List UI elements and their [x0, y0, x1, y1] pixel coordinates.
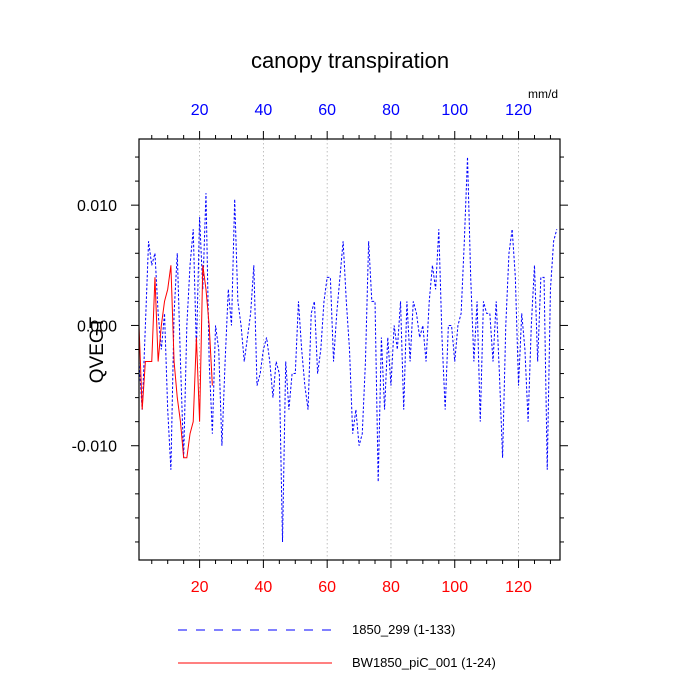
- series-layer: [139, 157, 558, 542]
- x-tick-label-bottom: 60: [318, 579, 336, 596]
- units-label: mm/d: [528, 87, 558, 101]
- grid-lines: [199, 139, 519, 560]
- x-tick-label-bottom: 20: [191, 579, 209, 596]
- series-line-1: [139, 265, 213, 459]
- x-tick-label-bottom: 120: [505, 579, 532, 596]
- y-tick-label: 0.010: [77, 198, 117, 215]
- chart-title: canopy transpiration: [251, 48, 449, 73]
- x-tick-label-top: 20: [191, 102, 209, 119]
- legend: 1850_299 (1-133) BW1850_piC_001 (1-24): [178, 622, 496, 670]
- legend-label-1850-299: 1850_299 (1-133): [352, 622, 455, 637]
- plot-frame: [138, 138, 561, 561]
- tick-labels: 20 20 40 40 60 60 80 80 100 100 120 120 -0.010 0.000 0…: [72, 102, 532, 596]
- axis-ticks: [131, 131, 568, 568]
- legend-label-bw1850-pic-001: BW1850_piC_001 (1-24): [352, 655, 496, 670]
- x-tick-label-bottom: 40: [254, 579, 272, 596]
- x-tick-label-bottom: 80: [382, 579, 400, 596]
- y-tick-label: -0.010: [72, 439, 117, 456]
- x-tick-label-top: 120: [505, 102, 532, 119]
- series-line-0: [139, 157, 558, 542]
- x-tick-label-bottom: 100: [441, 579, 468, 596]
- y-tick-label: 0.000: [77, 318, 117, 335]
- y-axis-label: QVEGT: [87, 316, 108, 383]
- x-tick-label-top: 100: [441, 102, 468, 119]
- x-tick-label-top: 40: [254, 102, 272, 119]
- x-tick-label-top: 80: [382, 102, 400, 119]
- x-tick-label-top: 60: [318, 102, 336, 119]
